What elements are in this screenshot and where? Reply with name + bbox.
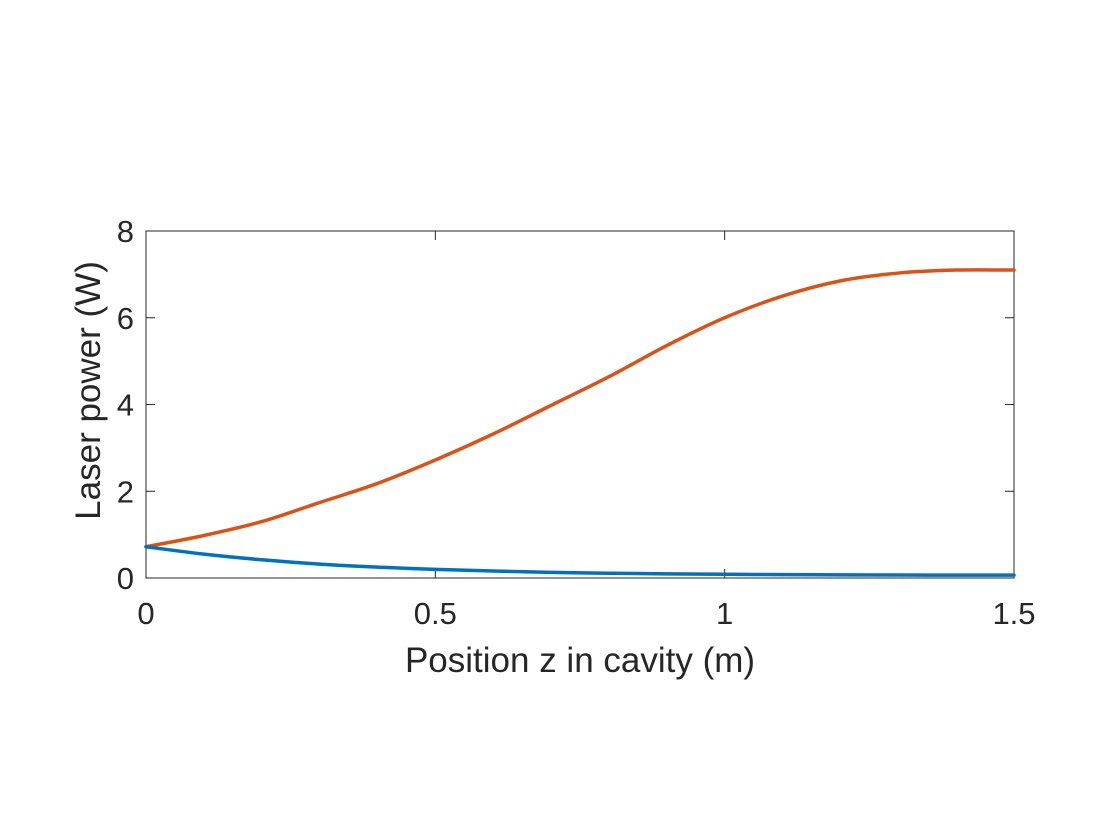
x-tick-label: 1 xyxy=(716,596,733,631)
y-tick-labels: 0 2 4 6 8 xyxy=(117,214,134,596)
plot-area xyxy=(145,230,1015,579)
x-tick-label: 0 xyxy=(137,596,154,631)
series-line-0 xyxy=(144,268,1016,549)
x-tick-label: 1.5 xyxy=(992,596,1035,631)
y-tick-label: 8 xyxy=(117,214,134,249)
y-tick-label: 6 xyxy=(117,301,134,336)
series-line-1 xyxy=(144,545,1016,577)
x-tick-label: 0.5 xyxy=(414,596,457,631)
series-lines xyxy=(144,268,1016,577)
y-tick-label: 4 xyxy=(117,388,134,423)
y-tick-label: 0 xyxy=(117,561,134,596)
x-tick-labels: 0 0.5 1 1.5 xyxy=(137,596,1035,631)
x-axis-title: Position z in cavity (m) xyxy=(405,641,755,680)
y-axis-title: Laser power (W) xyxy=(69,261,108,520)
y-tick-label: 2 xyxy=(117,474,134,509)
tick-marks xyxy=(145,230,1015,579)
